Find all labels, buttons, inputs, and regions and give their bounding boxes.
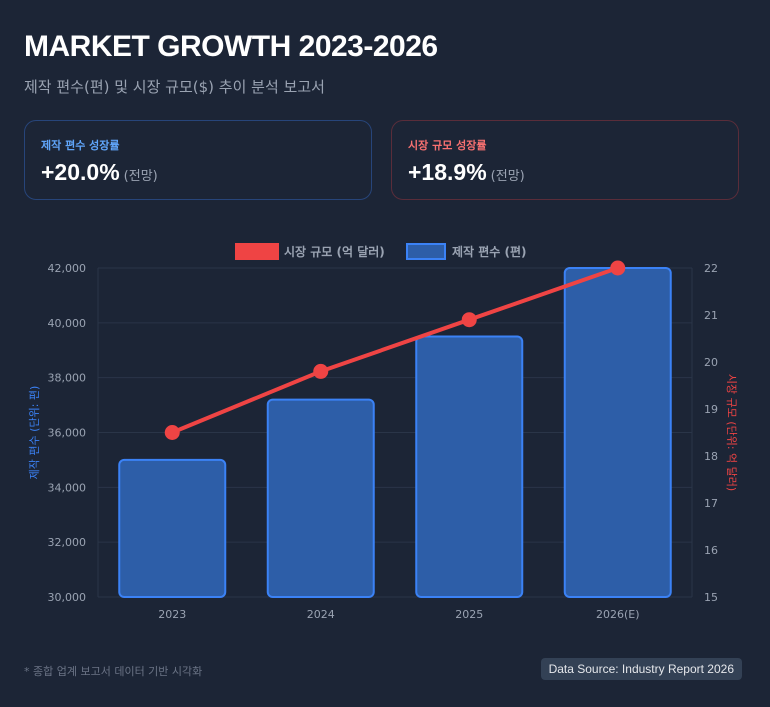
y-right-tick-label: 22 <box>704 262 718 275</box>
y-left-tick-label: 34,000 <box>48 481 87 494</box>
market-size-line <box>171 266 619 435</box>
y-left-tick-label: 38,000 <box>48 372 87 385</box>
legend-label-market: 시장 규모 (억 달러) <box>284 244 385 259</box>
y-left-tick-label: 36,000 <box>48 427 87 440</box>
market-growth-card: 시장 규모 성장률 +18.9% (전망) <box>391 120 739 200</box>
line-point <box>610 260 626 276</box>
y-right-tick-label: 16 <box>704 544 718 557</box>
y-right-tick-label: 21 <box>704 309 718 322</box>
card-label: 시장 규모 성장률 <box>408 139 487 152</box>
card-value: +18.9% <box>408 159 487 185</box>
production-growth-card: 제작 편수 성장률 +20.0% (전망) <box>24 120 372 200</box>
footnote: * 종합 업계 보고서 데이터 기반 시각화 <box>24 665 203 678</box>
card-note: (전망) <box>123 169 158 184</box>
y-right-tick-label: 19 <box>704 403 718 416</box>
legend-swatch-market <box>235 243 279 260</box>
y-left-tick-label: 30,000 <box>48 591 87 604</box>
card-note: (전망) <box>490 169 525 184</box>
bar <box>266 398 375 598</box>
y-right-tick-label: 18 <box>704 450 718 463</box>
bar <box>118 458 227 598</box>
y-left-tick-label: 42,000 <box>48 262 87 275</box>
y-left-axis-title: 제작 편수 (단위: 편) <box>28 386 41 480</box>
x-tick-label: 2024 <box>307 608 335 621</box>
y-right-tick-label: 15 <box>704 591 718 604</box>
line-point <box>164 425 180 440</box>
x-tick-label: 2023 <box>158 608 186 621</box>
x-tick-label: 2026(E) <box>596 608 640 621</box>
page-title: MARKET GROWTH 2023-2026 <box>24 30 438 63</box>
x-tick-label: 2025 <box>455 608 483 621</box>
page-subtitle: 제작 편수(편) 및 시장 규모($) 추이 분석 보고서 <box>24 78 325 96</box>
bar <box>563 267 672 598</box>
y-right-axis-title: 시장 규모 (단위: 억 달러) <box>725 374 738 491</box>
y-right-tick-label: 17 <box>704 497 718 510</box>
y-left-tick-label: 40,000 <box>48 317 87 330</box>
data-source-badge: Data Source: Industry Report 2026 <box>540 658 742 680</box>
bar <box>415 335 524 598</box>
card-label: 제작 편수 성장률 <box>41 139 120 152</box>
line-point <box>461 312 477 328</box>
card-value: +20.0% <box>41 159 120 185</box>
y-left-tick-label: 32,000 <box>48 536 87 549</box>
y-right-tick-label: 20 <box>704 356 718 369</box>
legend-label-production: 제작 편수 (편) <box>452 244 527 259</box>
legend-swatch-production <box>406 243 446 260</box>
line-point <box>313 363 329 379</box>
